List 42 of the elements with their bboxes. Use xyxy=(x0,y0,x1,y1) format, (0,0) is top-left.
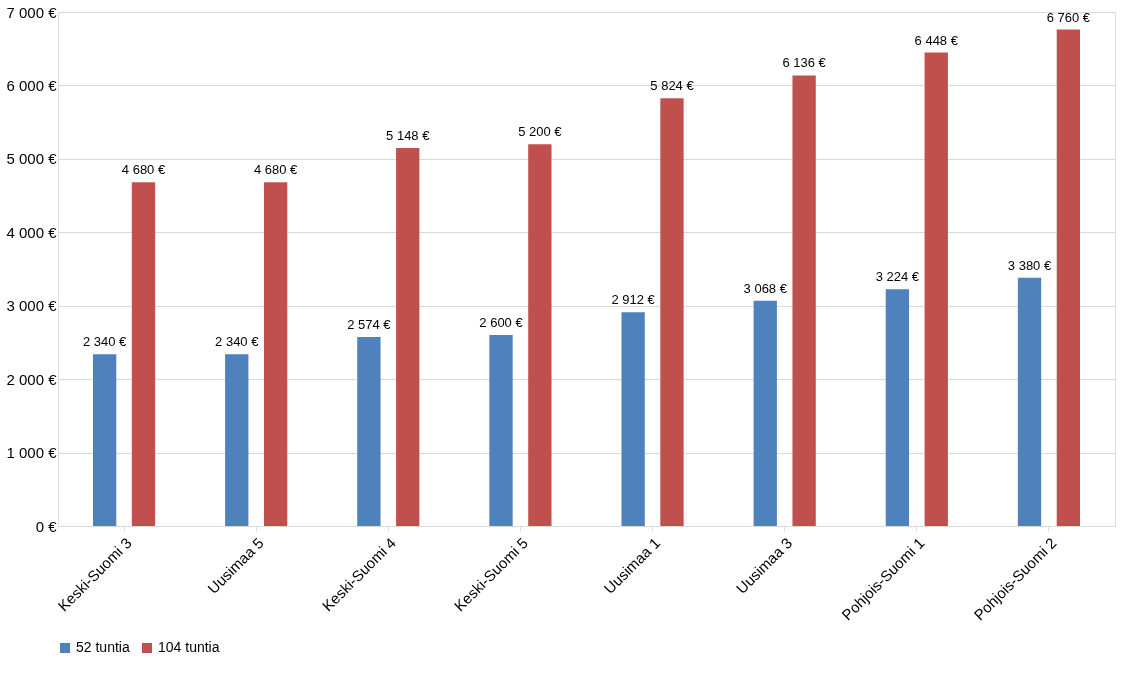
bar xyxy=(396,147,420,526)
data-label: 2 912 € xyxy=(611,292,656,308)
bar xyxy=(263,182,288,526)
data-label: 6 760 € xyxy=(1046,9,1091,25)
data-label: 2 600 € xyxy=(479,315,524,331)
data-label: 3 380 € xyxy=(1007,257,1052,273)
data-label: 6 136 € xyxy=(782,55,827,71)
data-label: 5 824 € xyxy=(650,78,695,94)
y-tick-label: 5 000 € xyxy=(6,150,58,168)
bar xyxy=(924,52,948,526)
y-tick-label: 6 000 € xyxy=(6,76,58,94)
y-tick-label: 0 € xyxy=(35,517,58,535)
bar xyxy=(357,336,381,526)
bar xyxy=(225,354,249,526)
bar xyxy=(753,300,777,526)
bar xyxy=(528,144,552,526)
bar xyxy=(92,354,117,526)
bar xyxy=(1017,277,1042,526)
y-tick-label: 1 000 € xyxy=(6,444,58,462)
legend-label: 52 tuntia xyxy=(76,639,130,655)
y-tick-label: 2 000 € xyxy=(6,370,58,388)
bar xyxy=(885,289,910,526)
data-label: 3 068 € xyxy=(743,280,788,296)
data-label: 4 680 € xyxy=(253,162,299,178)
data-label: 3 224 € xyxy=(875,269,920,285)
bar xyxy=(621,312,645,526)
data-label: 2 340 € xyxy=(215,334,260,350)
bar xyxy=(792,75,816,526)
data-label: 5 200 € xyxy=(518,124,563,140)
data-label: 2 574 € xyxy=(347,316,392,332)
data-label: 2 340 € xyxy=(82,334,128,350)
bar xyxy=(131,182,156,526)
bar xyxy=(1056,29,1081,526)
legend-label: 104 tuntia xyxy=(158,639,220,655)
data-label: 6 448 € xyxy=(914,32,959,48)
data-label: 4 680 € xyxy=(121,162,166,178)
data-label: 5 148 € xyxy=(386,127,431,143)
y-tick-label: 3 000 € xyxy=(6,297,58,315)
y-tick-label: 4 000 € xyxy=(6,223,58,241)
y-tick-label: 7 000 € xyxy=(6,3,58,21)
bar xyxy=(660,98,684,526)
bar xyxy=(489,335,513,526)
